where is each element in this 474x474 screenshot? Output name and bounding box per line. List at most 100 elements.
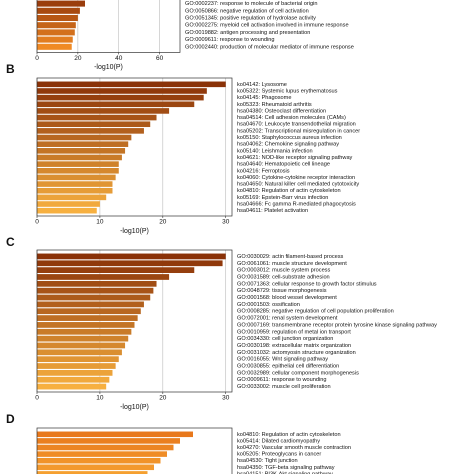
bar	[37, 349, 122, 356]
category-label: ko05140: Leishmania infection	[237, 148, 313, 154]
bar	[37, 128, 144, 134]
bar	[37, 431, 193, 438]
x-axis-label: -log10(P)	[120, 404, 149, 411]
category-label: hsa04380: Osteoclast differentiation	[237, 108, 326, 114]
category-label: GO:0033002: muscle cell proliferation	[237, 384, 331, 390]
category-label: GO:0007169: transmembrane receptor prote…	[237, 322, 437, 328]
category-label: GO:0001503: ossification	[237, 302, 300, 308]
bar	[37, 134, 132, 141]
bar	[37, 438, 180, 444]
x-axis-label: -log10(P)	[94, 64, 123, 71]
bar	[37, 207, 97, 214]
bar	[37, 457, 161, 464]
bar	[37, 121, 151, 128]
category-label: ko04145: Phagosome	[237, 95, 291, 101]
bar	[37, 94, 204, 101]
bar	[37, 253, 226, 260]
x-tick-label: 10	[96, 395, 104, 402]
category-label: GO:0031589: cell-substrate adhesion	[237, 274, 330, 280]
category-label: GO:0002237: response to molecule of bact…	[185, 1, 317, 7]
category-label: ko04810: Regulation of actin cytoskeleto…	[237, 432, 341, 438]
category-label: hsa04650: Natural killer cell mediated c…	[237, 182, 359, 188]
category-label: GO:0030029: actin filament-based process	[237, 254, 344, 260]
category-label: GO:0030855: epithelial cell differentiat…	[237, 364, 339, 370]
category-label: GO:0032989: cellular component morphogen…	[237, 370, 359, 376]
bar	[37, 274, 170, 280]
category-label: ko04060: Cytokine-cytokine receptor inte…	[237, 175, 355, 181]
category-label: hsa05202: Transcriptional misregulation …	[237, 128, 360, 134]
bar	[37, 167, 119, 174]
x-tick-label: 20	[74, 55, 82, 62]
bar	[37, 14, 78, 22]
category-label: hsa04640: Hematopoietic cell lineage	[237, 162, 330, 168]
category-label: GO:0050866: negative regulation of cell …	[185, 8, 309, 14]
x-tick-label: 10	[96, 219, 104, 226]
category-label: hsa04666: Fc gamma R-mediated phagocytos…	[237, 202, 356, 208]
bar	[37, 88, 207, 94]
category-label: hsa04670: Leukocyte transendothelial mig…	[237, 122, 356, 128]
bar	[37, 315, 138, 321]
panel-label: B	[6, 62, 15, 76]
bar	[37, 471, 148, 474]
category-label: ko04216: Ferroptosis	[237, 168, 290, 174]
category-label: GO:0008285: negative regulation of cell …	[237, 309, 394, 315]
category-label: GO:0072001: renal system development	[237, 316, 338, 322]
category-label: GO:0048729: tissue morphogenesis	[237, 288, 327, 294]
category-label: hsa04611: Platelet activation	[237, 208, 308, 214]
bar	[37, 328, 132, 335]
bar	[37, 81, 226, 88]
category-label: GO:0034330: cell junction organization	[237, 336, 333, 342]
bar	[37, 451, 167, 457]
plot-frame	[36, 249, 233, 393]
category-label: ko05414: Dilated cardiomyopathy	[237, 438, 320, 444]
bar	[37, 383, 107, 390]
bar	[37, 301, 144, 308]
category-label: ko05169: Epstein-Barr virus infection	[237, 195, 328, 201]
panel-label: D	[6, 412, 15, 426]
bar	[37, 363, 116, 369]
x-tick-label: 0	[35, 55, 39, 62]
category-label: GO:0019882: antigen processing and prese…	[185, 30, 310, 36]
category-label: GO:0002275: myeloid cell activation invo…	[185, 23, 349, 29]
bar	[37, 114, 157, 121]
plot-frame	[36, 0, 181, 53]
bar	[37, 335, 129, 342]
category-label: GO:0009611: response to wounding	[237, 377, 326, 383]
category-label: ko04270: Vascular smooth muscle contract…	[237, 445, 351, 451]
bar	[37, 174, 116, 181]
x-tick-label: 20	[159, 219, 167, 226]
bar	[37, 376, 110, 383]
category-label: GO:0051345: positive regulation of hydro…	[185, 15, 316, 21]
bar	[37, 0, 86, 7]
category-label: ko04810: Regulation of actin cytoskeleto…	[237, 188, 341, 194]
x-tick-label: 60	[156, 55, 164, 62]
x-tick-label: 20	[159, 395, 167, 402]
bar	[37, 322, 135, 328]
bar	[37, 280, 157, 287]
bar	[37, 267, 195, 274]
category-label: ko04142: Lysosome	[237, 82, 287, 88]
panel-label: C	[6, 235, 15, 249]
category-label: ko05322: Systemic lupus erythematosus	[237, 88, 338, 94]
category-label: ko05150: Staphylococcus aureus infection	[237, 135, 342, 141]
x-axis-label: -log10(P)	[120, 228, 149, 235]
bar	[37, 369, 113, 376]
bar	[37, 22, 76, 29]
category-label: hsa04530: Tight junction	[237, 458, 298, 464]
bar	[37, 161, 119, 167]
bar	[37, 187, 113, 194]
bar	[37, 101, 195, 108]
category-label: ko05323: Rheumatoid arthritis	[237, 102, 312, 108]
category-label: hsa04514: Cell adhesion molecules (CAMs)	[237, 115, 346, 121]
category-label: GO:0071363: cellular response to growth …	[237, 281, 377, 287]
bar	[37, 356, 119, 363]
bar	[37, 108, 170, 114]
bar	[37, 444, 174, 451]
category-label: GO:0016055: Wnt signaling pathway	[237, 357, 328, 363]
bar	[37, 181, 113, 187]
category-label: GO:0031032: actomyosin structure organiz…	[237, 350, 356, 356]
bar	[37, 308, 141, 315]
bar	[37, 154, 122, 161]
category-label: GO:0002440: production of molecular medi…	[185, 44, 354, 50]
category-label: GO:0061061: muscle structure development	[237, 261, 347, 267]
